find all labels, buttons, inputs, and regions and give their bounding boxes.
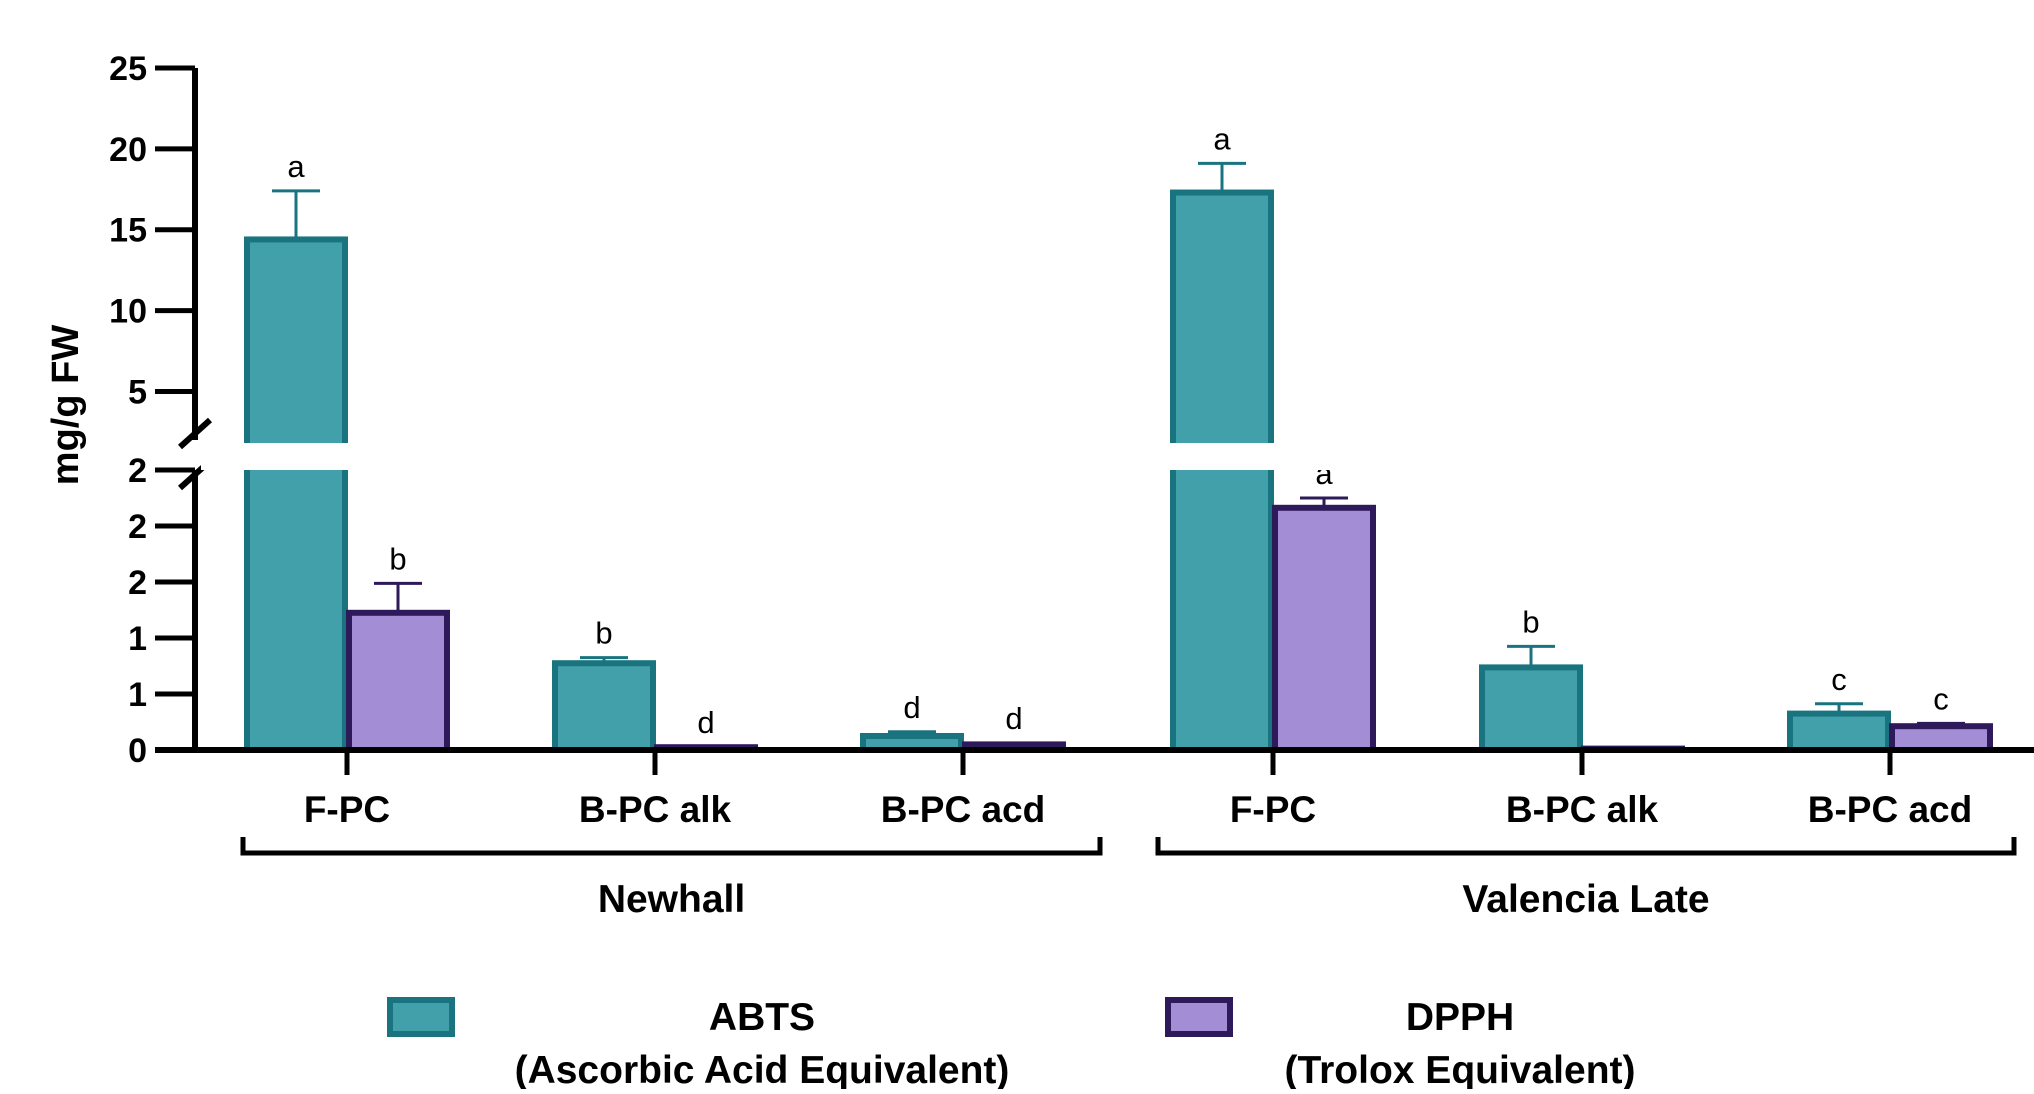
legend-swatch-dpph (1165, 997, 1233, 1037)
y-tick-label: 2 (128, 564, 147, 602)
group-bracket (240, 837, 1103, 856)
bar-dpph (1272, 504, 1376, 753)
significance-letter: c (1933, 681, 1949, 716)
bar-abts (1787, 710, 1891, 753)
significance-letter: d (903, 690, 920, 725)
significance-letter: b (389, 541, 406, 576)
legend-entry: ABTS (709, 996, 815, 1039)
legend-entry: DPPH (1406, 996, 1514, 1039)
y-tick-label: 10 (109, 293, 147, 331)
y-tick-label: 15 (109, 212, 147, 250)
significance-letter: d (697, 705, 714, 740)
y-axis-label: mg/g FW (45, 325, 87, 486)
x-tick-label: B-PC acd (881, 789, 1045, 830)
bar-abts (244, 236, 348, 753)
axis-break-mark (177, 417, 213, 450)
significance-letter: a (287, 149, 305, 184)
bar-abts (1170, 189, 1274, 753)
significance-letter: b (595, 616, 612, 651)
legend-entry-subtitle: (Trolox Equivalent) (1284, 1049, 1635, 1089)
group-label: Newhall (598, 878, 745, 921)
y-tick-label: 1 (128, 620, 147, 658)
bar-dpph (1889, 723, 1993, 754)
y-tick-label: 0 (128, 732, 147, 770)
bar-abts (1479, 664, 1583, 754)
significance-letter: a (1213, 121, 1231, 156)
group-label: Valencia Late (1462, 878, 1709, 921)
y-tick-label: 25 (109, 50, 147, 88)
x-tick-label: F-PC (304, 789, 390, 830)
x-tick-label: B-PC acd (1808, 789, 1972, 830)
x-tick-label: F-PC (1230, 789, 1316, 830)
y-tick-label: 5 (128, 373, 147, 411)
legend-entry-subtitle: (Ascorbic Acid Equivalent) (515, 1049, 1010, 1089)
y-tick-label: 1 (128, 676, 147, 714)
significance-letter: b (1522, 604, 1539, 639)
significance-letter: c (1831, 662, 1847, 697)
x-tick-label: B-PC alk (579, 789, 732, 830)
bar-dpph (346, 609, 450, 753)
y-tick-label: 2 (128, 508, 147, 546)
y-tick-label: 2 (128, 452, 147, 490)
x-tick-label: B-PC alk (1506, 789, 1659, 830)
significance-letter: d (1005, 701, 1022, 736)
bar-abts (552, 660, 656, 754)
axis-break-gap (201, 443, 2034, 470)
legend-swatch-abts (387, 997, 455, 1037)
group-bracket (1155, 837, 2017, 856)
y-tick-label: 20 (109, 131, 147, 169)
